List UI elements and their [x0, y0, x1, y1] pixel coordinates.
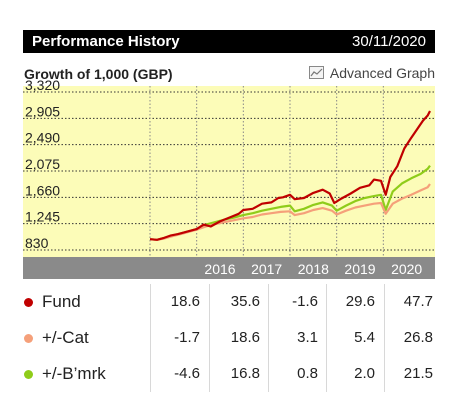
stats-row-label: Fund [42, 292, 81, 311]
series-line-fund [149, 110, 431, 241]
stats-row-label: +/-B’mrk [42, 364, 106, 383]
performance-history-header: Performance History 30/11/2020 [23, 30, 435, 53]
column-separator [150, 284, 151, 392]
column-separator [209, 284, 210, 392]
stats-row: +/-B’mrk -4.6 16.8 0.8 2.0 21.5 [0, 356, 453, 392]
stats-row: +/-Cat -1.7 18.6 3.1 5.4 26.8 [0, 320, 453, 356]
legend-dot-icon [24, 334, 33, 343]
stats-cell: 35.6 [230, 293, 260, 310]
y-tick-label: 1,660 [25, 182, 60, 198]
stats-cell: 18.6 [170, 293, 200, 310]
column-separator [268, 284, 269, 392]
stats-row-label: +/-Cat [42, 328, 89, 347]
x-tick-label: 2018 [298, 261, 329, 277]
column-separator [326, 284, 327, 392]
stats-cell: -1.7 [174, 329, 200, 346]
stats-cell: 18.6 [230, 329, 260, 346]
advanced-graph-label: Advanced Graph [329, 65, 435, 81]
stats-cell: 26.8 [403, 329, 433, 346]
stats-cell: -4.6 [174, 365, 200, 382]
column-separator [384, 284, 385, 392]
header-title: Performance History [32, 33, 180, 50]
chart-icon [308, 66, 324, 79]
stats-cell: 2.0 [354, 365, 375, 382]
y-tick-label: 3,320 [25, 77, 60, 93]
y-tick-label: 2,905 [25, 103, 60, 119]
legend-dot-icon [24, 298, 33, 307]
y-tick-label: 830 [25, 235, 49, 251]
advanced-graph-link[interactable]: Advanced Graph [308, 65, 435, 81]
stats-cell: 0.8 [297, 365, 318, 382]
x-tick-label: 2019 [344, 261, 375, 277]
stats-cell: 21.5 [403, 365, 433, 382]
chart-title: Growth of 1,000 (GBP) [24, 66, 173, 82]
legend-dot-icon [24, 370, 33, 379]
stats-cell: 3.1 [297, 329, 318, 346]
growth-chart: 830 1,245 1,660 2,075 2,490 2,905 3,320 2016 201… [23, 77, 435, 279]
y-tick-label: 1,245 [25, 209, 60, 225]
stats-cell: 16.8 [230, 365, 260, 382]
y-tick-label: 2,490 [25, 130, 60, 146]
stats-cell: 47.7 [403, 293, 433, 310]
x-tick-label: 2017 [251, 261, 282, 277]
stats-cell: 29.6 [345, 293, 375, 310]
x-axis-band [23, 257, 435, 279]
stats-cell: -1.6 [292, 293, 318, 310]
x-tick-label: 2016 [204, 261, 235, 277]
x-tick-label: 2020 [391, 261, 422, 277]
stats-cell: 5.4 [354, 329, 375, 346]
y-tick-label: 2,075 [25, 156, 60, 172]
header-date: 30/11/2020 [352, 33, 426, 50]
stats-row: Fund 18.6 35.6 -1.6 29.6 47.7 [0, 284, 453, 320]
